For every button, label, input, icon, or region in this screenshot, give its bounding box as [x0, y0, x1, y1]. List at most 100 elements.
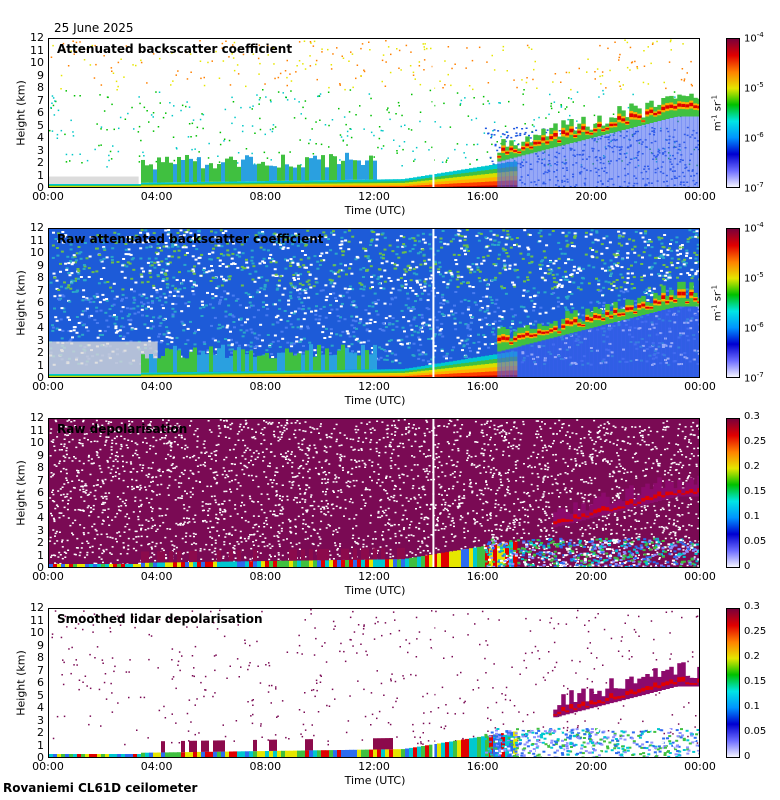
x-tick-label: 00:00 — [684, 190, 716, 203]
x-tick-label: 08:00 — [249, 570, 282, 583]
x-tick-label: 12:00 — [358, 760, 390, 773]
boundary-layer — [49, 152, 518, 187]
colorbar-tick-label: 10-6 — [744, 131, 764, 145]
heatmap-svg — [49, 609, 699, 757]
chart-panel-4: Smoothed lidar depolarisation Height (km)… — [0, 601, 780, 798]
y-tick-label: 11 — [30, 423, 44, 437]
y-tick-label: 5 — [37, 498, 44, 512]
y-tick-label: 1 — [37, 168, 44, 182]
y-tick-label: 3 — [37, 523, 44, 537]
date-label: 25 June 2025 — [54, 21, 134, 35]
y-tick-label: 4 — [37, 511, 44, 524]
colorbar-tick-label: 10-5 — [744, 81, 764, 95]
cloud-layer — [497, 93, 699, 187]
y-tick-label: 0 — [37, 751, 44, 764]
y-tick-label: 10 — [30, 436, 44, 449]
y-tick-label: 5 — [37, 118, 44, 132]
y-tick-label: 2 — [37, 156, 44, 169]
colorbar-unit-text: m-1 sr-1 — [710, 94, 724, 132]
colorbar-tick-label: 0.15 — [744, 676, 767, 687]
colorbar-unit-text: m-1 sr-1 — [710, 284, 724, 322]
y-tick-label: 3 — [37, 143, 44, 157]
y-tick-label: 9 — [37, 638, 44, 652]
x-tick-label: 00:00 — [684, 570, 716, 583]
y-tick-label: 6 — [37, 486, 44, 499]
chart-panel-3: Raw depolarisation Height (km) 0 1 2 3 4 5 6 7 8 9 1… — [0, 411, 780, 608]
x-axis-label: Time (UTC) — [344, 584, 406, 597]
boundary-layer — [49, 731, 518, 757]
colorbar-tick-label: 0.05 — [744, 726, 767, 737]
x-axis-label: Time (UTC) — [344, 204, 406, 217]
y-tick-label: 7 — [37, 93, 44, 107]
x-tick-label: 04:00 — [140, 380, 173, 393]
y-tick-label: 12 — [30, 411, 44, 424]
x-tick-label: 08:00 — [249, 380, 282, 393]
y-tick-label: 1 — [37, 358, 44, 372]
y-tick-label: 11 — [30, 43, 44, 57]
y-tick-label: 5 — [37, 688, 44, 702]
colorbar — [726, 228, 740, 378]
x-tick-label: 00:00 — [32, 760, 64, 773]
colorbar — [726, 38, 740, 188]
x-tick-label: 16:00 — [466, 380, 499, 393]
y-tick-label: 8 — [37, 651, 44, 664]
y-tick-label: 12 — [30, 601, 44, 614]
y-tick-label: 4 — [37, 321, 44, 334]
colorbar-tick-label: 0.1 — [744, 511, 760, 522]
y-tick-label: 1 — [37, 548, 44, 562]
heatmap-svg — [49, 229, 699, 377]
y-tick-label: 8 — [37, 81, 44, 94]
heatmap-svg — [49, 419, 699, 567]
y-tick-label: 2 — [37, 346, 44, 359]
cloud-layer — [484, 662, 699, 757]
y-tick-label: 11 — [30, 613, 44, 627]
x-tick-label: 12:00 — [358, 570, 390, 583]
y-tick-label: 4 — [37, 131, 44, 144]
panel-title: Attenuated backscatter coefficient — [57, 42, 293, 56]
x-tick-label: 12:00 — [358, 380, 390, 393]
chart-panel-1: Attenuated backscatter coefficient Height… — [0, 31, 780, 228]
colorbar-tick-label: 0.3 — [744, 601, 760, 612]
colorbar-tick-label: 0.3 — [744, 411, 760, 422]
footer-label: Rovaniemi CL61D ceilometer — [3, 781, 198, 795]
y-tick-label: 4 — [37, 701, 44, 714]
x-tick-label: 04:00 — [140, 570, 173, 583]
x-tick-label: 20:00 — [575, 760, 608, 773]
colorbar-tick-label: 0.2 — [744, 651, 760, 662]
y-tick-label: 9 — [37, 68, 44, 82]
y-tick-label: 10 — [30, 56, 44, 69]
heatmap-svg — [49, 39, 699, 187]
colorbar-tick-label: 0.2 — [744, 461, 760, 472]
y-tick-label: 10 — [30, 626, 44, 639]
cloud-layer — [497, 281, 699, 377]
colorbar-tick-label: 0.25 — [744, 626, 767, 637]
plot-area: Raw depolarisation — [48, 418, 700, 568]
y-tick-label: 10 — [30, 246, 44, 259]
colorbar-tick-label: 10-7 — [744, 371, 764, 385]
x-axis-label: Time (UTC) — [344, 394, 406, 407]
colorbar-tick-label: 10-4 — [744, 221, 764, 235]
chart-panel-2: Raw attenuated backscatter coefficient He… — [0, 221, 780, 418]
colorbar-tick-label: 0.05 — [744, 536, 767, 547]
panel-title: Smoothed lidar depolarisation — [57, 612, 263, 626]
x-tick-label: 16:00 — [466, 760, 499, 773]
colorbar — [726, 608, 740, 758]
cloud-layer — [483, 475, 699, 567]
y-tick-label: 8 — [37, 271, 44, 284]
y-tick-label: 0 — [37, 181, 44, 194]
x-axis-label: Time (UTC) — [344, 774, 406, 787]
colorbar-unit-label: m-1 sr-1 — [710, 83, 724, 143]
x-tick-label: 12:00 — [358, 190, 390, 203]
colorbar-tick-label: 0 — [744, 561, 751, 572]
y-tick-label: 6 — [37, 106, 44, 119]
colorbar-tick-label: 0 — [744, 751, 751, 762]
x-tick-label: 00:00 — [684, 380, 716, 393]
colorbar-tick-label: 0.15 — [744, 486, 767, 497]
panel-title: Raw attenuated backscatter coefficient — [57, 232, 324, 246]
y-tick-label: 7 — [37, 283, 44, 297]
x-tick-label: 20:00 — [575, 570, 608, 583]
y-tick-label: 0 — [37, 371, 44, 384]
plot-area: Smoothed lidar depolarisation — [48, 608, 700, 758]
x-tick-label: 00:00 — [684, 760, 716, 773]
y-tick-label: 9 — [37, 258, 44, 272]
